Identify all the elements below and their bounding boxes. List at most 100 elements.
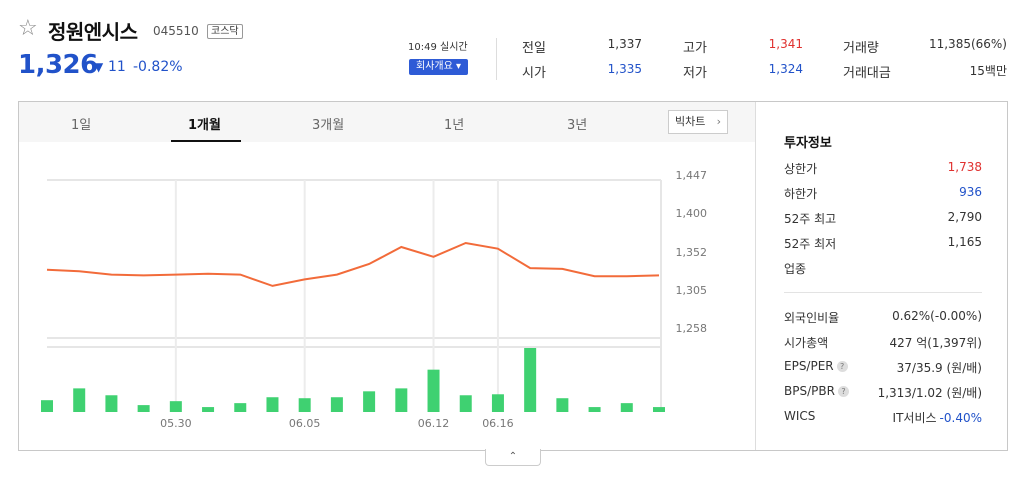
volume-bar [588,407,601,412]
volume-bar [298,398,311,412]
price-change: 11 [108,59,126,75]
period-tabs: 1일 1개월 3개월 1년 3년 빅차트 › [19,102,755,142]
tab-3months[interactable]: 3개월 [312,118,345,133]
info-label: 52주 최고 [784,212,837,226]
x-tick-label: 06.16 [482,417,514,430]
low-label: 저가 [683,66,707,81]
volume-bar [330,397,343,412]
volume-bar [620,403,633,412]
info-value: 0.62%(-0.00%) [892,309,982,323]
info-label-text: 시가총액 [784,336,829,350]
y-tick-label: 1,447 [676,169,708,182]
info-row: WICS IT서비스 -0.40% [784,409,982,425]
prev-close-label: 전일 [522,41,546,56]
info-value-text: 0.62%(-0.00%) [892,309,982,323]
chart-panel: 1일 1개월 3개월 1년 3년 빅차트 › 05.30 06.05 06.12 06… [18,101,1008,451]
stock-name: 정원엔시스 [48,20,138,44]
info-label-text: BPS/PBR [784,384,835,398]
y-tick-label: 1,400 [676,207,708,220]
trade-amount-value: 15백만 [969,64,1007,78]
info-value: 936 [959,185,982,199]
stock-code: 045510 [153,24,199,38]
market-badge: 코스닥 [207,24,243,39]
info-label: 52주 최저 [784,237,837,251]
x-tick-label: 06.12 [418,417,450,430]
info-label-text: WICS [784,409,816,423]
down-arrow-icon: ▼ [94,60,104,74]
price-line [46,241,660,287]
info-value-text: 1,313/1.02 (원/배) [877,386,982,400]
tab-1year[interactable]: 1년 [444,118,465,133]
bigchart-button[interactable]: 빅차트 › [668,110,728,134]
volume-bar [427,369,440,412]
info-row: 시가총액 427 억(1,397위) [784,334,982,350]
info-value: 427 억(1,397위) [889,334,982,351]
price-change-percent: -0.82% [133,59,183,75]
sector-change: -0.40% [939,411,982,425]
volume-bar [556,398,569,412]
favorite-star-icon[interactable]: ☆ [18,16,38,41]
y-tick-label: 1,305 [676,284,708,297]
realtime-label: 10:49 실시간 [408,42,468,53]
volume-bar [524,348,537,412]
volume-bar [73,388,86,412]
volume-bar [169,401,182,412]
collapse-button[interactable]: ⌃ [485,449,541,466]
tab-1month[interactable]: 1개월 [188,118,221,133]
info-row: 외국인비율 0.62%(-0.00%) [784,309,982,325]
info-label: 시가총액 [784,334,828,351]
info-value: 1,738 [947,160,982,174]
volume-value: 11,385(66%) [928,37,1007,51]
volume-bar [202,407,215,412]
info-label: EPS/PER? [784,359,848,373]
investment-info-panel: 투자정보 상한가 1,738 하한가 936 52주 최고 2,790 52주 최저 1,16… [755,102,1007,450]
low-value: 1,324 [768,62,803,76]
y-tick-label: 1,352 [676,246,708,259]
current-price: 1,326 [18,50,98,80]
info-label: BPS/PBR? [784,384,849,398]
tab-1day[interactable]: 1일 [71,118,92,133]
divider [496,38,497,80]
chevron-up-icon: ⌃ [508,451,518,462]
investment-info-title: 투자정보 [784,136,832,151]
info-label: 업종 [784,262,807,276]
chart-svg: 05.30 06.05 06.12 06.16 1,447 1,400 1,352 1,305… [41,169,708,430]
tab-3years[interactable]: 3년 [567,118,588,133]
high-label: 고가 [683,41,707,56]
company-overview-button[interactable]: 회사개요 ▾ [409,59,468,75]
help-icon[interactable]: ? [837,386,849,397]
bigchart-label: 빅차트 [675,115,706,128]
price-chart[interactable]: 05.30 06.05 06.12 06.16 1,447 1,400 1,352 1,305… [19,142,755,450]
y-tick-label: 1,258 [676,322,708,335]
info-row: 업종 [784,260,982,276]
help-icon[interactable]: ? [836,361,848,372]
volume-bar [459,395,472,412]
info-label: 외국인비율 [784,309,839,326]
volume-bar [105,395,118,412]
open-value: 1,335 [607,62,642,76]
info-row: 하한가 936 [784,185,982,201]
x-tick-label: 06.05 [289,417,321,430]
volume-label: 거래량 [843,41,879,56]
info-label-text: 외국인비율 [784,311,840,325]
info-value: IT서비스 -0.40% [893,409,982,426]
info-row: 52주 최저 1,165 [784,235,982,251]
info-row: EPS/PER? 37/35.9 (원/배) [784,359,982,375]
info-label-text: EPS/PER [784,359,834,373]
info-row: 상한가 1,738 [784,160,982,176]
info-row: 52주 최고 2,790 [784,210,982,226]
volume-bar [266,397,279,412]
info-row: BPS/PBR? 1,313/1.02 (원/배) [784,384,982,400]
prev-close-value: 1,337 [607,37,642,51]
volume-bar [395,388,408,412]
info-value-text: 427 억(1,397위) [889,336,982,350]
info-value: 37/35.9 (원/배) [897,359,982,376]
volume-bar [137,405,150,412]
volume-bar [363,391,376,412]
x-tick-label: 05.30 [160,417,192,430]
info-value: 1,165 [947,235,982,249]
info-label: 상한가 [784,162,818,176]
volume-bar [653,407,665,412]
volume-bar [234,403,247,412]
info-value-text[interactable]: IT서비스 [892,411,937,425]
